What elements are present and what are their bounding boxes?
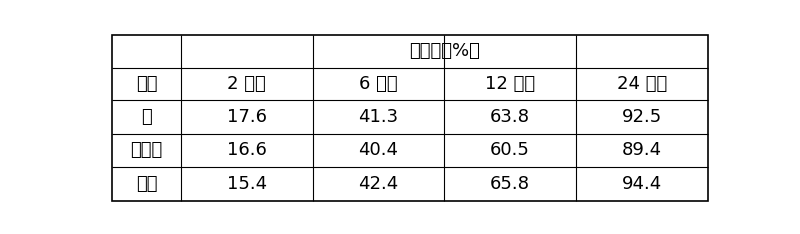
Text: 时间: 时间	[136, 75, 158, 93]
Text: 94.4: 94.4	[622, 175, 662, 193]
Text: 40.4: 40.4	[358, 141, 398, 159]
Text: 12 小时: 12 小时	[485, 75, 535, 93]
Text: 包衣片: 包衣片	[130, 141, 162, 159]
Text: 6 小时: 6 小时	[359, 75, 398, 93]
Text: 42.4: 42.4	[358, 175, 398, 193]
Text: 片: 片	[142, 108, 152, 126]
Text: 60.5: 60.5	[490, 141, 530, 159]
Text: 15.4: 15.4	[226, 175, 266, 193]
Text: 92.5: 92.5	[622, 108, 662, 126]
Text: 释放度（%）: 释放度（%）	[409, 42, 480, 60]
Text: 41.3: 41.3	[358, 108, 398, 126]
Text: 24 小时: 24 小时	[617, 75, 667, 93]
Text: 17.6: 17.6	[226, 108, 266, 126]
Text: 89.4: 89.4	[622, 141, 662, 159]
Text: 16.6: 16.6	[226, 141, 266, 159]
Text: 胶囊: 胶囊	[136, 175, 158, 193]
Text: 65.8: 65.8	[490, 175, 530, 193]
Text: 63.8: 63.8	[490, 108, 530, 126]
Text: 2 小时: 2 小时	[227, 75, 266, 93]
